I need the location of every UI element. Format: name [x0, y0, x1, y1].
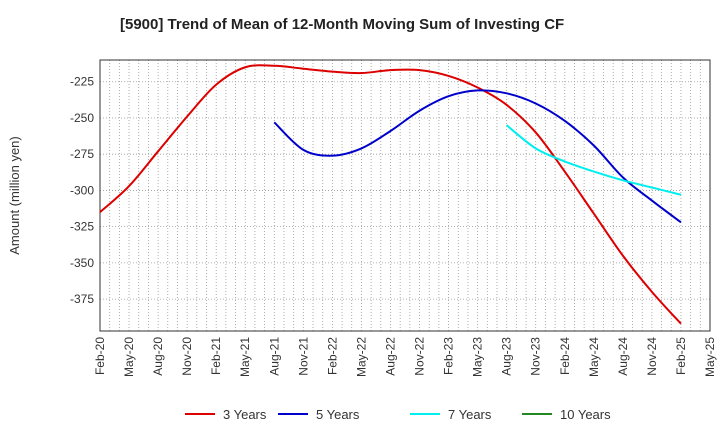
x-axis-ticks: Feb-20 May-20 Aug-20 Nov-20 Feb-21 May-21 Aug-…	[93, 337, 717, 377]
y-tick-label: -250	[70, 111, 94, 125]
plot-area-frame	[99, 59, 711, 332]
x-tick-label: May-20	[122, 337, 136, 377]
y-tick-label: -325	[70, 220, 94, 234]
series-line-5-years	[273, 89, 682, 224]
grid	[100, 60, 710, 331]
legend-label-5-years: 5 Years	[316, 407, 360, 422]
x-tick-label: Aug-22	[383, 337, 397, 376]
y-tick-label: -275	[70, 147, 94, 161]
y-tick-label: -225	[70, 75, 94, 89]
y-tick-label: -350	[70, 256, 94, 270]
x-tick-label: May-25	[703, 337, 717, 377]
x-tick-label: Feb-25	[674, 337, 688, 375]
y-tick-label: -375	[70, 292, 94, 306]
x-tick-label: Nov-21	[296, 337, 310, 376]
x-tick-label: Aug-20	[151, 337, 165, 376]
series-line-7-years	[506, 124, 682, 196]
x-tick-label: Nov-22	[413, 337, 427, 376]
legend-label-7-years: 7 Years	[448, 407, 492, 422]
chart-title: [5900] Trend of Mean of 12-Month Moving …	[120, 16, 564, 33]
x-tick-label: Feb-22	[325, 337, 339, 375]
x-tick-label: May-21	[238, 337, 252, 377]
x-tick-label: Nov-24	[645, 337, 659, 376]
x-tick-label: Feb-24	[558, 337, 572, 375]
x-tick-label: Nov-23	[529, 337, 543, 376]
x-tick-label: Nov-20	[180, 337, 194, 376]
series-line-3-years	[99, 64, 682, 325]
y-tick-label: -300	[70, 183, 94, 197]
x-tick-label: May-24	[587, 337, 601, 377]
legend: 3 Years 5 Years 7 Years 10 Years	[185, 407, 611, 422]
legend-label-10-years: 10 Years	[560, 407, 611, 422]
y-axis-label: Amount (million yen)	[7, 136, 22, 255]
x-tick-label: May-22	[354, 337, 368, 377]
series-lines	[99, 64, 682, 325]
x-tick-label: Aug-24	[616, 337, 630, 376]
x-tick-label: Feb-23	[442, 337, 456, 375]
x-tick-label: May-23	[471, 337, 485, 377]
x-tick-label: Feb-21	[209, 337, 223, 375]
x-tick-label: Feb-20	[93, 337, 107, 375]
y-axis-ticks: -225 -250 -275 -300 -325 -350 -375	[70, 75, 94, 306]
legend-label-3-years: 3 Years	[223, 407, 267, 422]
x-tick-label: Aug-23	[500, 337, 514, 376]
x-tick-label: Aug-21	[267, 337, 281, 376]
